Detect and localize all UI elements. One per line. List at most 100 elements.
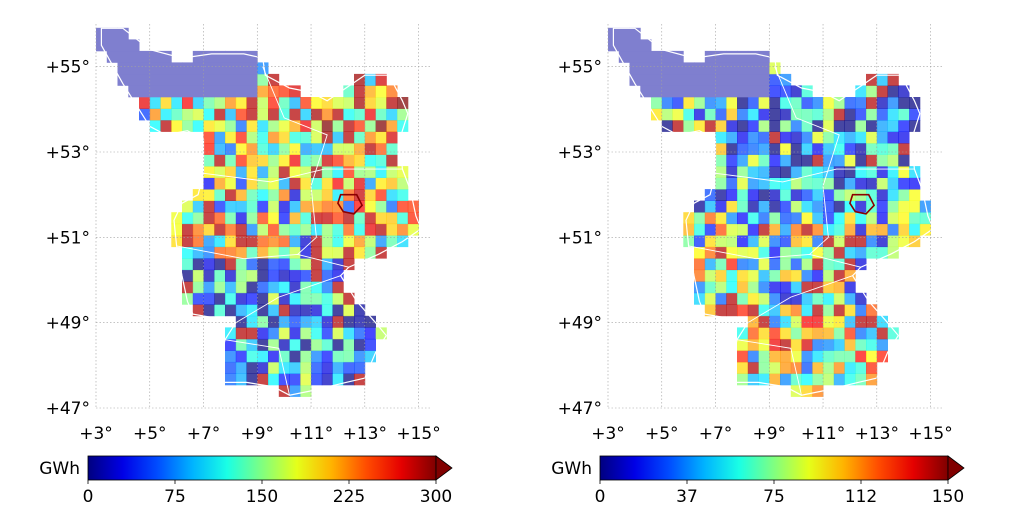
heatmap-cell bbox=[364, 315, 376, 328]
heatmap-cell bbox=[289, 235, 301, 248]
heatmap-cell bbox=[149, 120, 161, 132]
heatmap-cell bbox=[257, 85, 269, 98]
heatmap-cell bbox=[343, 120, 355, 132]
heatmap-cell bbox=[855, 373, 867, 386]
heatmap-cell bbox=[747, 120, 759, 132]
heatmap-cell bbox=[278, 269, 290, 282]
heatmap-cell bbox=[769, 212, 781, 225]
heatmap-cell bbox=[386, 154, 398, 167]
heatmap-cell bbox=[769, 143, 781, 155]
heatmap-cell bbox=[812, 350, 824, 363]
heatmap-cell bbox=[257, 338, 269, 351]
heatmap-cell bbox=[844, 143, 856, 155]
heatmap-cell bbox=[343, 108, 355, 121]
heatmap-cell bbox=[661, 120, 673, 132]
heatmap-cell bbox=[257, 73, 269, 86]
heatmap-cell bbox=[214, 281, 226, 294]
heatmap-cell bbox=[704, 97, 716, 109]
heatmap-cell bbox=[128, 85, 140, 98]
heatmap-cell bbox=[661, 97, 673, 109]
heatmap-cell bbox=[300, 292, 312, 305]
heatmap-cell bbox=[257, 350, 269, 363]
heatmap-cell bbox=[769, 154, 781, 167]
heatmap-cell bbox=[737, 50, 749, 63]
heatmap-cell bbox=[225, 292, 237, 305]
heatmap-cell bbox=[375, 177, 387, 190]
heatmap-cell bbox=[278, 85, 290, 98]
heatmap-cell bbox=[214, 246, 226, 259]
heatmap-cell bbox=[343, 315, 355, 328]
heatmap-cell bbox=[386, 108, 398, 121]
heatmap-cell bbox=[758, 189, 770, 201]
heatmap-cell bbox=[737, 281, 749, 294]
heatmap-cell bbox=[117, 62, 129, 75]
heatmap-cell bbox=[833, 97, 845, 109]
heatmap-cell bbox=[311, 212, 323, 225]
x-tick-label: +5° bbox=[133, 424, 167, 444]
heatmap-cell bbox=[876, 143, 888, 155]
heatmap-cell bbox=[737, 120, 749, 132]
heatmap-cell bbox=[192, 281, 204, 294]
heatmap-cell bbox=[790, 85, 802, 98]
heatmap-cell bbox=[672, 120, 684, 132]
heatmap-cell bbox=[833, 131, 845, 144]
heatmap-cell bbox=[726, 292, 738, 305]
heatmap-cell bbox=[332, 350, 344, 363]
heatmap-cell bbox=[866, 361, 878, 374]
heatmap-cell bbox=[354, 235, 366, 248]
heatmap-cell bbox=[683, 73, 695, 86]
heatmap-cell bbox=[214, 212, 226, 225]
heatmap-cell bbox=[737, 258, 749, 271]
heatmap-cell bbox=[300, 235, 312, 248]
heatmap-cell bbox=[887, 120, 899, 132]
heatmap-cell bbox=[726, 131, 738, 144]
heatmap-cell bbox=[801, 373, 813, 386]
heatmap-cell bbox=[833, 154, 845, 167]
heatmap-cell bbox=[704, 223, 716, 236]
heatmap-cell bbox=[780, 189, 792, 201]
heatmap-cell bbox=[790, 304, 802, 317]
heatmap-cell bbox=[790, 327, 802, 340]
heatmap-cell bbox=[887, 97, 899, 109]
heatmap-cell bbox=[629, 50, 641, 63]
heatmap-cell bbox=[375, 120, 387, 132]
colorbar-extend-arrow bbox=[435, 455, 453, 481]
heatmap-cell bbox=[898, 131, 910, 144]
heatmap-cell bbox=[694, 235, 706, 248]
heatmap-cell bbox=[887, 154, 899, 167]
heatmap-cell bbox=[855, 223, 867, 236]
heatmap-cell bbox=[876, 223, 888, 236]
heatmap-cell bbox=[332, 131, 344, 144]
colorbar-tick-label: 150 bbox=[932, 487, 964, 507]
heatmap-cell bbox=[866, 131, 878, 144]
heatmap-cell bbox=[758, 350, 770, 363]
heatmap-cell bbox=[823, 154, 835, 167]
heatmap-cell bbox=[343, 327, 355, 340]
heatmap-cell bbox=[300, 143, 312, 155]
heatmap-cell bbox=[311, 131, 323, 144]
heatmap-cell bbox=[812, 258, 824, 271]
heatmap-cell bbox=[203, 154, 215, 167]
heatmap-cell bbox=[386, 143, 398, 155]
heatmap-cell bbox=[225, 361, 237, 374]
heatmap-cell bbox=[715, 281, 727, 294]
heatmap-cell bbox=[855, 350, 867, 363]
heatmap-cell bbox=[289, 361, 301, 374]
heatmap-cell bbox=[812, 373, 824, 386]
heatmap-cell bbox=[182, 235, 194, 248]
heatmap-cell bbox=[812, 177, 824, 190]
heatmap-cell bbox=[225, 85, 237, 98]
heatmap-cell bbox=[246, 327, 258, 340]
heatmap-cell bbox=[117, 50, 129, 63]
heatmap-cell bbox=[321, 97, 333, 109]
heatmap-cell bbox=[225, 166, 237, 178]
heatmap-cell bbox=[715, 246, 727, 259]
heatmap-cell bbox=[246, 350, 258, 363]
heatmap-cell bbox=[214, 235, 226, 248]
heatmap-cell bbox=[758, 85, 770, 98]
heatmap-cell bbox=[235, 327, 247, 340]
heatmap-cell bbox=[225, 189, 237, 201]
state-border bbox=[203, 168, 403, 183]
heatmap-cell bbox=[747, 258, 759, 271]
heatmap-cell bbox=[747, 212, 759, 225]
